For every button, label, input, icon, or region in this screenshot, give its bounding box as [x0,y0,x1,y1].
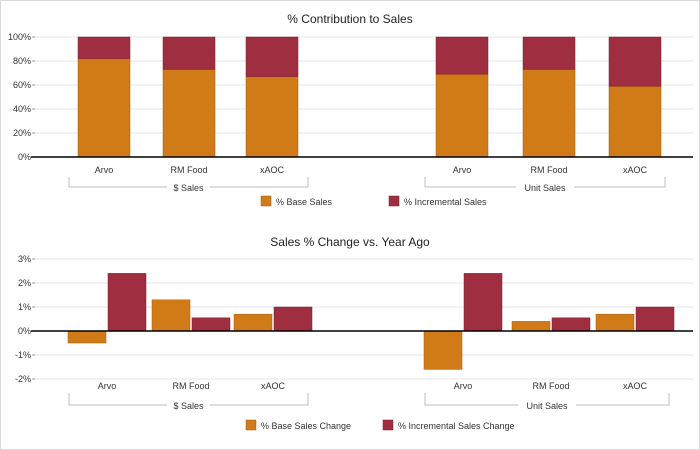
y-tick-label: 1% [18,302,31,312]
legend-swatch [382,419,394,431]
category-label: RM Food [170,165,207,175]
bar-base-sales [77,58,131,158]
category-label: Arvo [95,165,114,175]
group-label: $ Sales [173,401,204,411]
bar-base-sales-change [233,313,273,332]
bar-incremental-sales-change [191,317,231,332]
bar-incremental-sales-change [635,306,675,332]
bar-incremental-sales-change [551,317,591,332]
category-label: Arvo [98,381,117,391]
y-tick-label: 60% [13,80,31,90]
group-label: Unit Sales [524,183,566,193]
legend-label: % Incremental Sales [404,197,487,207]
category-label: xAOC [623,165,648,175]
y-tick-label: 0% [18,326,31,336]
y-tick-label: -2% [15,374,31,384]
bar-incremental-sales [245,36,299,77]
bar-incremental-sales-change [107,273,147,332]
category-label: RM Food [532,381,569,391]
bar-base-sales [162,69,216,158]
category-label: RM Food [530,165,567,175]
y-tick-label: -1% [15,350,31,360]
chart-title: Sales % Change vs. Year Ago [270,235,430,249]
y-tick-label: 100% [8,32,31,42]
legend-swatch [388,195,400,207]
bar-base-sales-change [423,330,463,370]
bar-base-sales-change [151,299,191,332]
y-tick-label: 80% [13,56,31,66]
group-bracket [424,177,666,188]
bar-base-sales-change [511,321,551,332]
category-label: RM Food [172,381,209,391]
group-bracket [424,393,670,406]
bar-base-sales [435,73,489,158]
group-label: $ Sales [173,183,204,193]
chart-title: % Contribution to Sales [287,12,412,26]
chart-2: Sales % Change vs. Year Ago -2% -1% 0% 1% 2% 3… [15,235,693,431]
bar-incremental-sales-change [463,273,503,332]
bar-base-sales [608,85,662,158]
category-label: xAOC [261,381,286,391]
category-label: xAOC [260,165,285,175]
legend-swatch [260,195,272,207]
bar-incremental-sales [77,36,131,59]
chart-1: % Contribution to Sales 0% 20% 40% 60% 80% 100… [8,12,693,207]
bar-incremental-sales [435,36,489,75]
legend-label: % Base Sales Change [261,421,351,431]
legend-swatch [245,419,257,431]
bar-incremental-sales [162,36,216,70]
bar-incremental-sales [522,36,576,70]
group-bracket [68,177,309,188]
bar-base-sales-change [67,330,107,344]
y-tick-label: 2% [18,278,31,288]
bar-base-sales [522,69,576,158]
y-tick-label: 3% [18,254,31,264]
y-tick-label: 40% [13,104,31,114]
category-label: Arvo [453,165,472,175]
bar-base-sales-change [595,313,635,332]
category-label: Arvo [454,381,473,391]
y-tick-label: 20% [13,128,31,138]
group-bracket [68,393,309,406]
bar-incremental-sales-change [273,306,313,332]
bar-incremental-sales [608,36,662,87]
y-tick-label: 0% [18,152,31,162]
category-label: xAOC [623,381,648,391]
group-label: Unit Sales [526,401,568,411]
bar-base-sales [245,76,299,158]
legend-label: % Incremental Sales Change [398,421,515,431]
legend-label: % Base Sales [276,197,333,207]
